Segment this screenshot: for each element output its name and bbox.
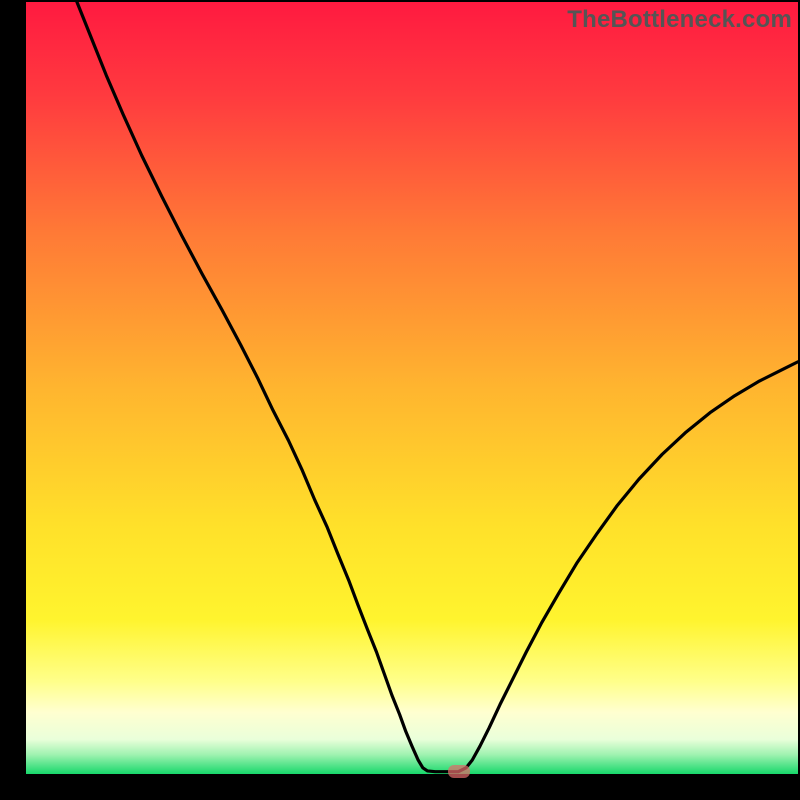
plot-area: TheBottleneck.com: [26, 2, 798, 774]
bottleneck-curve: [26, 2, 798, 774]
chart-frame: TheBottleneck.com: [0, 0, 800, 800]
watermark-text: TheBottleneck.com: [567, 6, 792, 34]
optimal-point-marker: [448, 765, 470, 778]
